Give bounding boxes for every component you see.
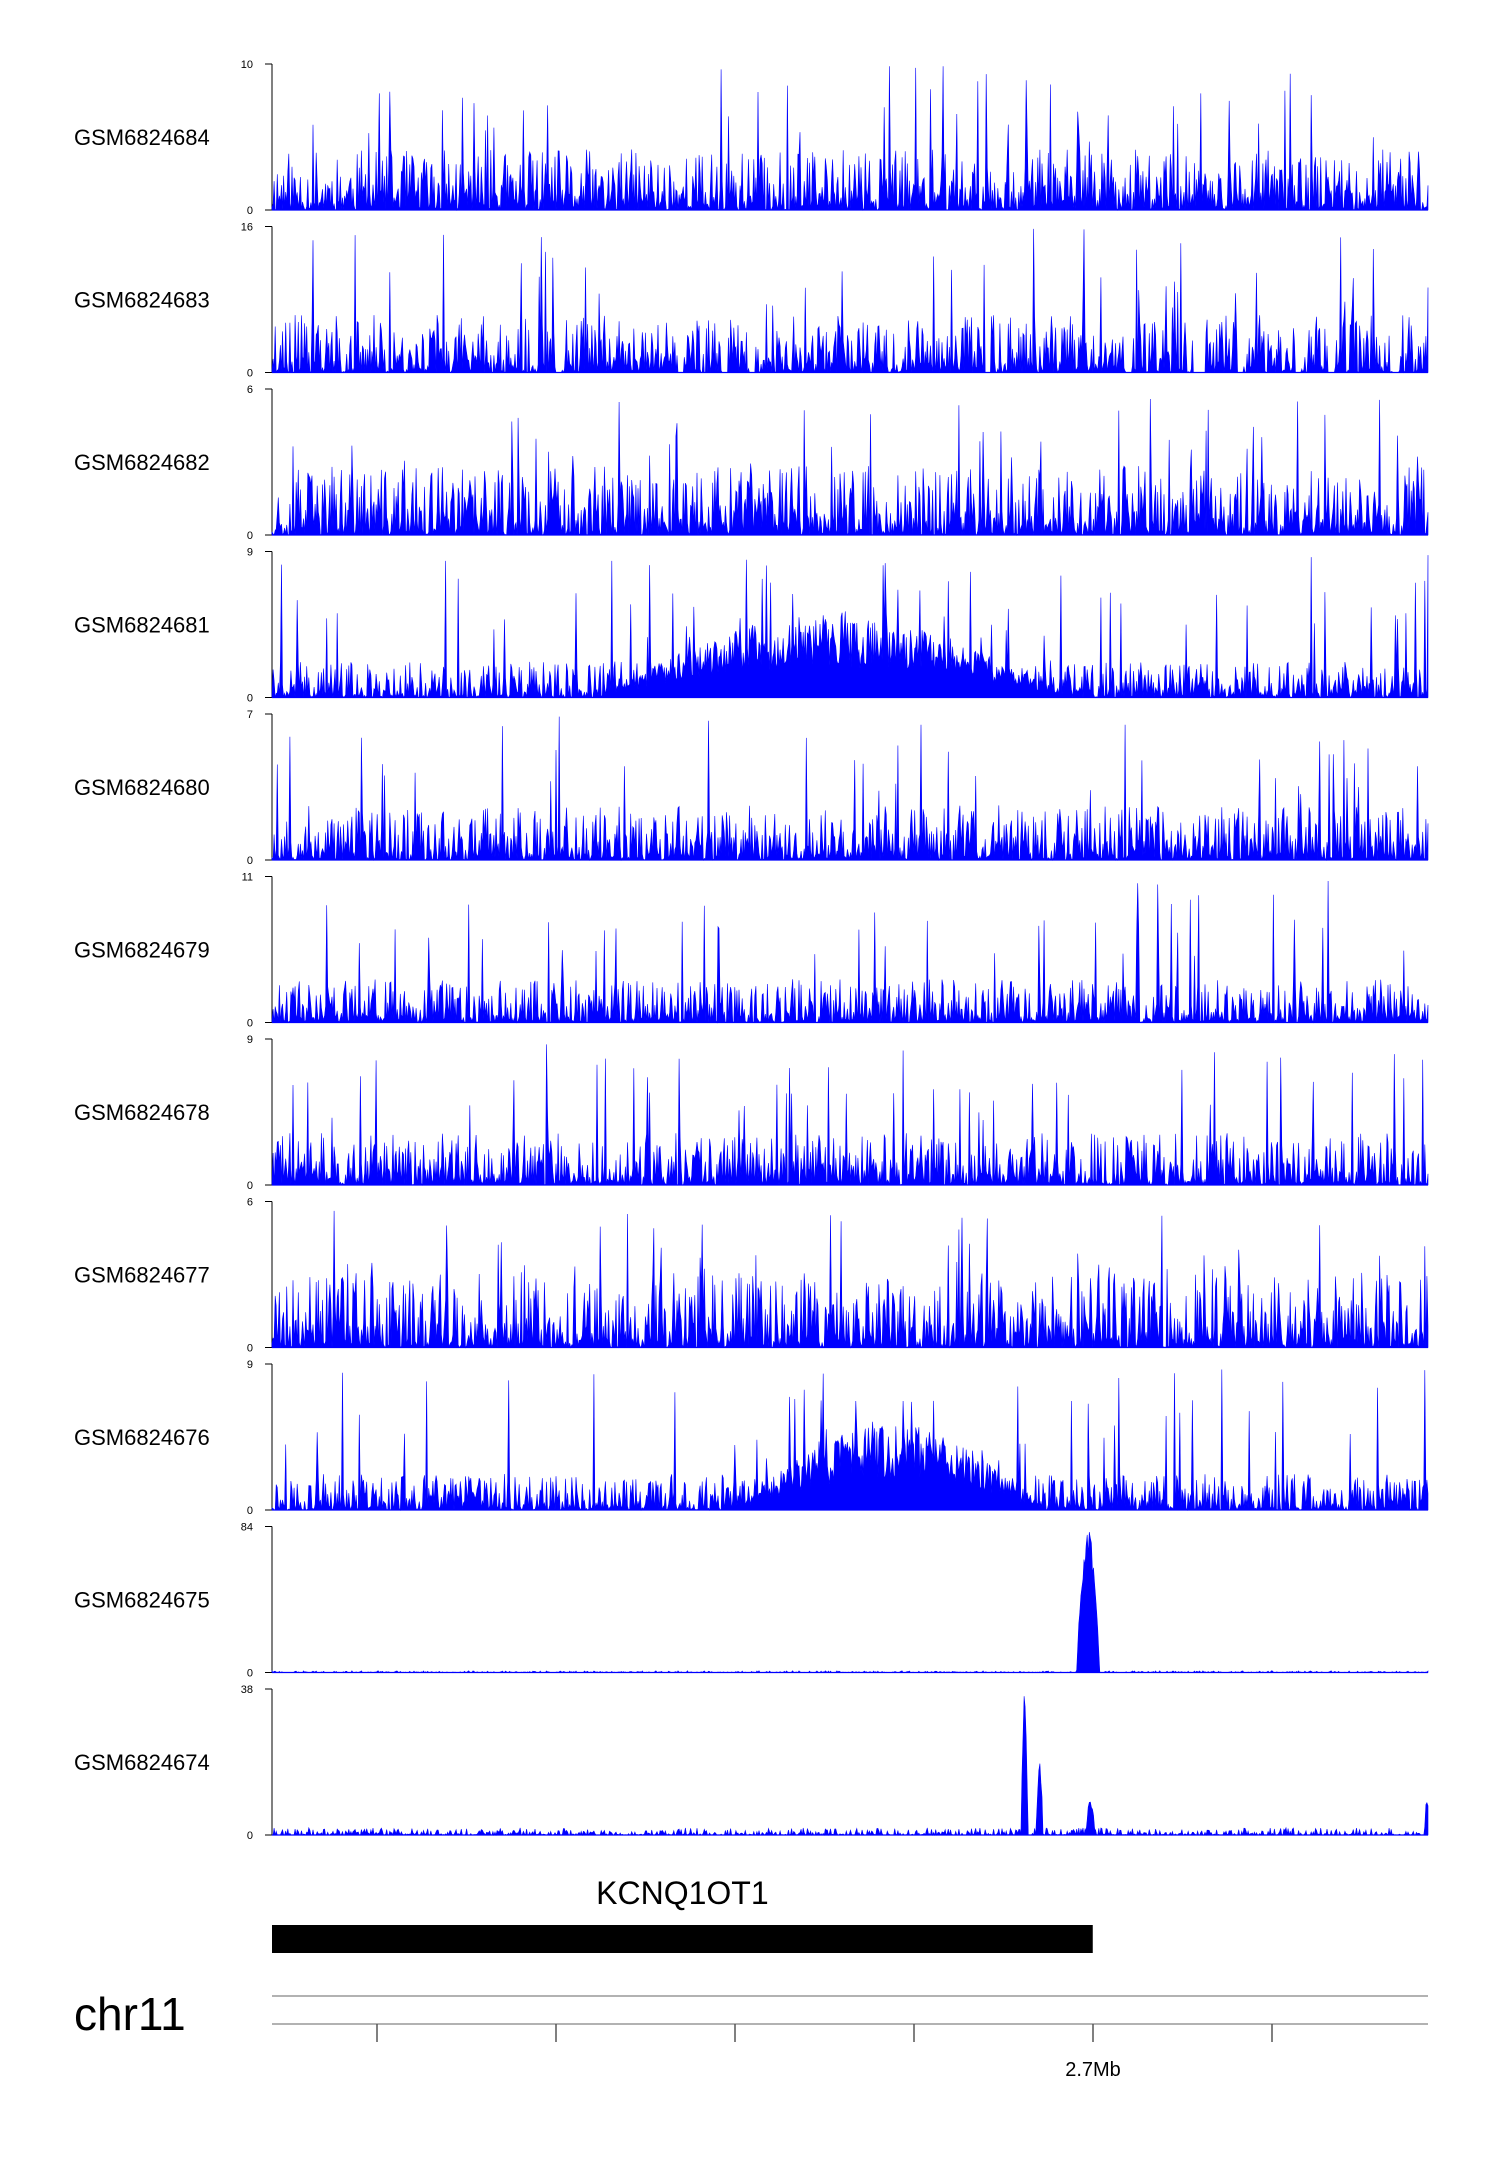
coverage-signal <box>271 555 1429 699</box>
y-tick-label-max: 9 <box>247 1034 253 1046</box>
track-label: GSM6824683 <box>74 288 210 313</box>
track-GSM6824681: GSM6824681 9 0 <box>74 547 1429 705</box>
coverage-signal <box>271 1044 1429 1186</box>
track-GSM6824675: GSM6824675 84 0 <box>74 1522 1429 1680</box>
y-tick-label-min: 0 <box>247 1343 253 1355</box>
track-GSM6824678: GSM6824678 9 0 <box>74 1034 1429 1192</box>
track-label: GSM6824682 <box>74 450 210 475</box>
y-tick-label-max: 9 <box>247 1359 253 1371</box>
y-tick-label-max: 38 <box>241 1684 253 1696</box>
track-label: GSM6824679 <box>74 938 210 963</box>
y-tick-label-min: 0 <box>247 1830 253 1842</box>
chromosome-track: chr11 2.7Mb <box>74 1988 1428 2081</box>
track-label: GSM6824680 <box>74 775 210 800</box>
track-GSM6824684: GSM6824684 10 0 <box>74 59 1429 217</box>
track-GSM6824679: GSM6824679 11 0 <box>74 872 1429 1030</box>
x-tick-label: 2.7Mb <box>1065 2059 1121 2081</box>
chromosome-label: chr11 <box>74 1988 186 2040</box>
y-tick-label-min: 0 <box>247 368 253 380</box>
track-label: GSM6824674 <box>74 1750 210 1775</box>
coverage-signal <box>271 228 1429 374</box>
y-tick-label-max: 10 <box>241 59 253 71</box>
y-tick-label-min: 0 <box>247 205 253 217</box>
coverage-signal <box>271 1696 1429 1837</box>
track-GSM6824682: GSM6824682 6 0 <box>74 384 1429 542</box>
coverage-signal <box>271 880 1429 1024</box>
gene-label: KCNQ1OT1 <box>596 1875 768 1911</box>
coverage-signal <box>271 1369 1429 1512</box>
coverage-signal <box>271 716 1429 862</box>
coverage-signal <box>271 1210 1429 1349</box>
y-tick-label-min: 0 <box>247 1018 253 1030</box>
track-GSM6824674: GSM6824674 38 0 <box>74 1684 1429 1842</box>
gene-bar <box>272 1925 1093 1953</box>
y-tick-label-min: 0 <box>247 1668 253 1680</box>
y-tick-label-max: 9 <box>247 547 253 559</box>
signal-tracks: GSM6824684100GSM6824683160GSM682468260GS… <box>74 59 1429 1842</box>
y-tick-label-min: 0 <box>247 530 253 542</box>
track-GSM6824683: GSM6824683 16 0 <box>74 222 1429 380</box>
track-GSM6824677: GSM6824677 6 0 <box>74 1197 1429 1355</box>
track-label: GSM6824681 <box>74 613 210 638</box>
y-tick-label-max: 6 <box>247 384 253 396</box>
track-label: GSM6824684 <box>74 125 210 150</box>
y-tick-label-min: 0 <box>247 1180 253 1192</box>
y-tick-label-max: 6 <box>247 1197 253 1209</box>
y-tick-label-min: 0 <box>247 855 253 867</box>
track-label: GSM6824675 <box>74 1588 210 1613</box>
gene-track: KCNQ1OT1 <box>272 1875 1093 1953</box>
track-label: GSM6824678 <box>74 1100 210 1125</box>
y-tick-label-max: 11 <box>242 872 253 884</box>
track-GSM6824676: GSM6824676 9 0 <box>74 1359 1429 1517</box>
track-label: GSM6824676 <box>74 1425 210 1450</box>
coverage-signal <box>271 398 1429 536</box>
y-tick-label-min: 0 <box>247 1505 253 1517</box>
track-label: GSM6824677 <box>74 1263 210 1288</box>
y-tick-label-max: 16 <box>241 222 253 234</box>
coverage-signal <box>271 1532 1429 1674</box>
track-GSM6824680: GSM6824680 7 0 <box>74 709 1429 867</box>
y-tick-label-max: 7 <box>247 709 253 721</box>
y-tick-label-min: 0 <box>247 693 253 705</box>
x-axis: 2.7Mb <box>376 2024 1273 2081</box>
coverage-signal <box>271 66 1429 212</box>
y-tick-label-max: 84 <box>241 1522 253 1534</box>
